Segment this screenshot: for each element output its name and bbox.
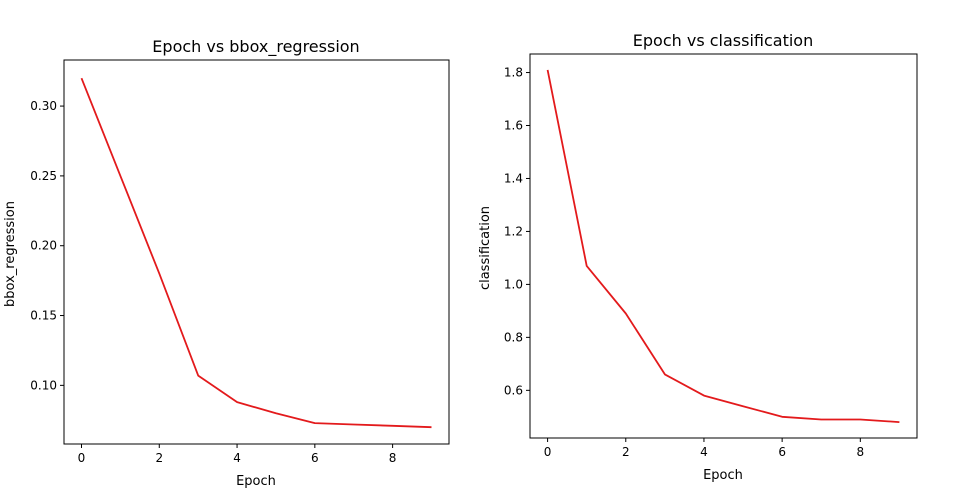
series-line [546,69,900,423]
y-tick-label: 0.30 [30,99,57,113]
chart-bbox-regression: Epoch vs bbox_regression Epoch bbox_regr… [3,37,450,489]
x-tick-label: 8 [389,451,397,465]
x-axis-label: Epoch [703,468,743,483]
y-tick-label: 0.15 [30,309,57,323]
y-tick-label: 0.8 [504,330,523,344]
plot-area: 0 2 4 6 8 0.6 0.8 1.0 1.2 1.4 1.6 1.8 [504,53,918,459]
x-tick-label: 2 [622,445,630,459]
x-tick-label: 4 [233,451,241,465]
y-tick-label: 1.2 [504,224,523,238]
x-tick-label: 0 [544,445,552,459]
y-tick-label: 0.20 [30,239,57,253]
x-tick-label: 2 [155,451,163,465]
y-tick-label: 1.8 [504,66,523,80]
x-tick-label: 6 [778,445,786,459]
y-axis-label: bbox_regression [3,201,18,307]
y-tick-label: 0.6 [504,383,523,397]
x-tick-label: 4 [700,445,708,459]
chart-title: Epoch vs classification [633,31,813,50]
y-tick-label: 1.0 [504,277,523,291]
chart-classification: Epoch vs classification Epoch classifica… [478,31,918,483]
plot-area: 0 2 4 6 8 0.10 0.15 0.20 0.25 0.30 [30,59,450,465]
series-line [80,77,432,429]
y-tick-label: 1.4 [504,171,523,185]
x-tick-label: 6 [311,451,319,465]
chart-title: Epoch vs bbox_regression [152,37,359,57]
x-tick-label: 8 [856,445,864,459]
y-axis-label: classification [478,206,493,290]
y-tick-label: 1.6 [504,119,523,133]
y-tick-label: 0.25 [30,169,57,183]
axes-frame [63,59,450,445]
axes-frame [529,53,918,439]
x-tick-label: 0 [78,451,86,465]
y-tick-label: 0.10 [30,378,57,392]
x-axis-label: Epoch [236,474,276,489]
